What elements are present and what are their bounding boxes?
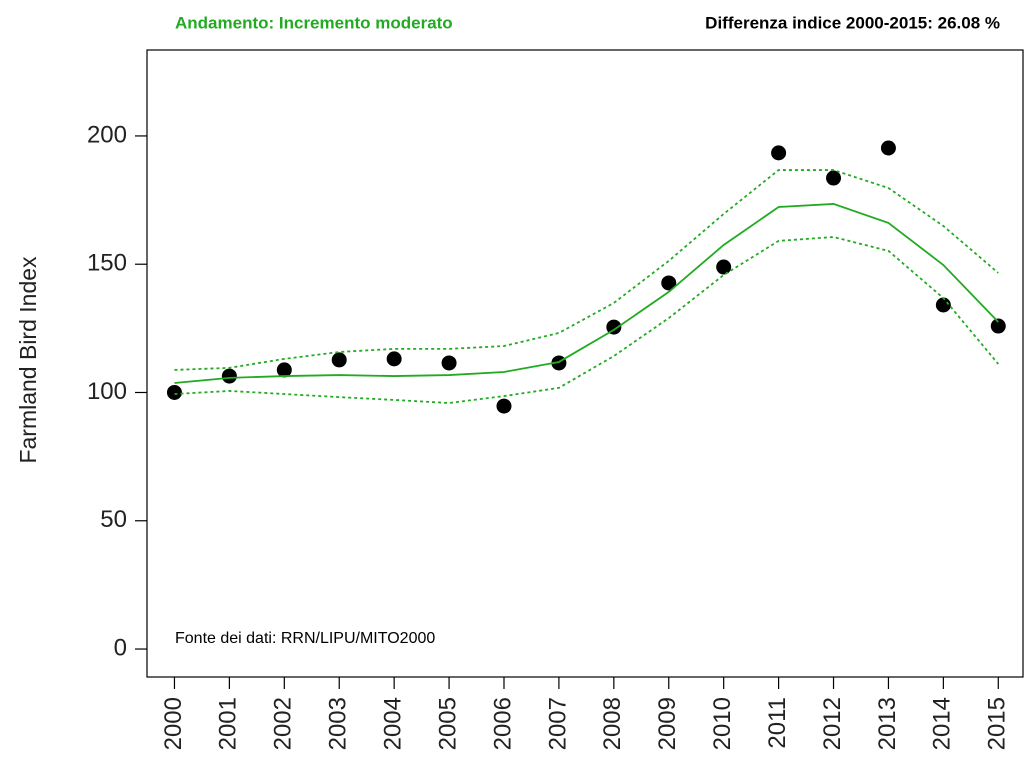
x-tick-label: 2011	[764, 697, 791, 749]
data-point	[606, 319, 622, 335]
data-point	[935, 297, 951, 313]
x-tick-label: 2003	[325, 697, 352, 750]
data-point	[276, 362, 292, 378]
confidence-line	[174, 169, 999, 371]
x-tick-label: 2005	[434, 697, 461, 750]
data-point	[880, 140, 896, 156]
data-point	[441, 355, 457, 371]
data-point	[716, 259, 732, 275]
source-note: Fonte dei dati: RRN/LIPU/MITO2000	[175, 630, 435, 647]
x-tick-label: 2007	[544, 697, 571, 750]
y-axis-label: Farmland Bird Index	[15, 256, 41, 464]
x-tick-label: 2002	[270, 697, 297, 750]
y-tick-label: 100	[87, 378, 127, 405]
data-point	[771, 145, 787, 161]
x-tick-label: 2001	[215, 697, 242, 750]
x-tick-label: 2013	[874, 697, 901, 750]
y-tick-label: 200	[87, 121, 127, 148]
x-tick-label: 2008	[599, 697, 626, 750]
data-point	[386, 351, 402, 367]
data-point	[166, 384, 182, 400]
data-point	[221, 368, 237, 384]
x-tick-label: 2004	[379, 697, 406, 750]
data-point	[331, 352, 347, 368]
x-tick-label: 2012	[819, 697, 846, 750]
trend-line	[174, 203, 999, 384]
y-tick-label: 50	[100, 506, 127, 533]
data-point	[826, 170, 842, 186]
x-tick-label: 2000	[160, 697, 187, 750]
data-point	[990, 318, 1006, 334]
plot-box	[146, 49, 1024, 678]
x-tick-label: 2015	[984, 697, 1011, 750]
y-tick-label: 0	[114, 634, 127, 661]
x-tick-label: 2009	[654, 697, 681, 750]
data-point	[496, 398, 512, 414]
data-point	[661, 275, 677, 291]
y-tick-label: 150	[87, 250, 127, 277]
confidence-line	[174, 236, 999, 404]
x-tick-label: 2014	[929, 697, 956, 750]
x-tick-label: 2006	[489, 697, 516, 750]
x-tick-label: 2010	[709, 697, 736, 750]
trend-annotation: Andamento: Incremento moderato	[175, 13, 453, 32]
difference-annotation: Differenza indice 2000-2015: 26.08 %	[705, 13, 1000, 32]
